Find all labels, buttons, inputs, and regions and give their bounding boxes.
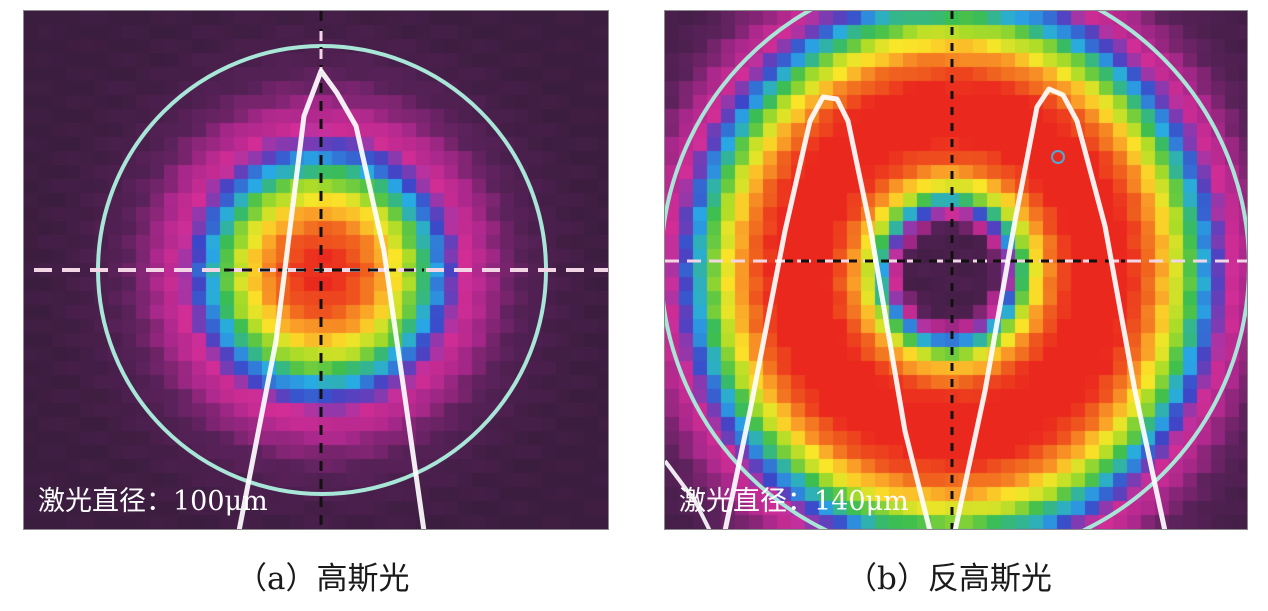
beam-overlay [34,11,608,529]
intensity-profile-line [236,68,427,529]
caption-inverse-gaussian: （b）反高斯光 [846,561,1052,597]
beam-overlay [665,11,1247,529]
beam-diameter-circle [665,11,1247,529]
profile-tail [665,459,712,529]
beam-image-gaussian: 激光直径：100μm [23,10,609,530]
intensity-profile-line-right [952,86,1168,529]
marker-dot [1051,150,1065,164]
caption-gaussian: （a）高斯光 [236,561,410,597]
intensity-heatmap [665,11,1247,529]
beam-diameter-label: 激光直径：100μm [38,486,268,517]
intensity-profile-line-left [722,94,933,529]
beam-diameter-label: 激光直径：140μm [679,486,909,517]
beam-image-inverse-gaussian: 激光直径：140μm [664,10,1248,530]
